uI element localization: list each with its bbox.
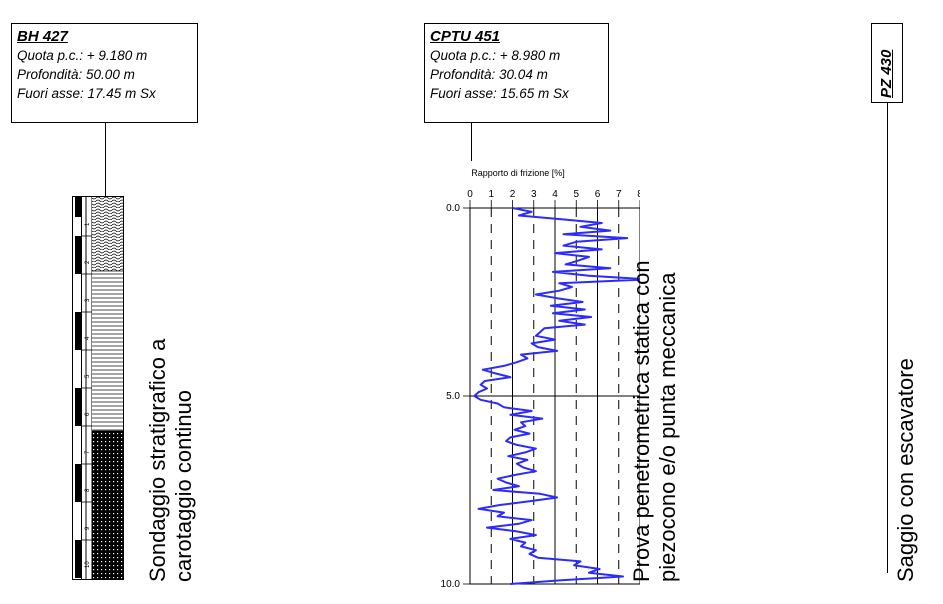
chart-plot-frame (469, 207, 640, 585)
bh-fuori-asse: Fuori asse: 17.45 m Sx (17, 86, 156, 101)
x-tick-label: 5 (573, 189, 579, 200)
cptu-info-box: CPTU 451 Quota p.c.: + 8.980 m Profondit… (424, 23, 609, 123)
x-tick-label: 3 (531, 189, 537, 200)
bh-depth-mark: 3 (85, 298, 91, 302)
y-tick-label: 0.0 (446, 203, 460, 214)
y-tick-label: 10.0 (441, 579, 461, 590)
bh-leader-line (105, 123, 106, 198)
x-tick-label: 0 (467, 189, 473, 200)
cptu-description: Prova penetrometrica statica con piezoco… (629, 260, 681, 582)
bh-depth-mark: 10 (85, 561, 91, 568)
bh-depth-mark: 8 (85, 488, 91, 492)
x-tick-label: 8 (637, 189, 640, 200)
pz-title: PZ 430 (878, 49, 895, 98)
cptu-fuori-asse: Fuori asse: 15.65 m Sx (430, 86, 569, 101)
bh-profondita: Profondità: 50.00 m (17, 67, 135, 82)
cptu-description-line2: piezocono e/o punta meccanica (655, 272, 680, 582)
cptu-leader-line (471, 123, 472, 161)
cptu-description-line1: Prova penetrometrica statica con (629, 260, 654, 582)
bh-title: BH 427 (17, 28, 68, 45)
cptu-quota: Quota p.c.: + 8.980 m (430, 48, 561, 63)
x-tick-label: 6 (595, 189, 601, 200)
bh-depth-mark: 1 (85, 222, 91, 226)
bh-info-box: BH 427 Quota p.c.: + 9.180 m Profondità:… (11, 23, 198, 123)
chart-title: Rapporto di frizione [%] (471, 168, 565, 178)
bh-depth-mark: 2 (85, 260, 91, 264)
cptu-friction-ratio-chart: Rapporto di frizione [%] 0 1 2 3 4 5 6 7 8 0.0 5.… (441, 168, 640, 590)
x-tick-label: 4 (552, 189, 558, 200)
bh-quota: Quota p.c.: + 9.180 m (17, 48, 148, 63)
bh-description-line2: carotaggio continuo (171, 389, 196, 582)
y-tick-label: 5.0 (446, 391, 460, 402)
cptu-title: CPTU 451 (430, 28, 501, 45)
bh-depth-mark: 6 (85, 412, 91, 416)
bh-stratigraphic-column: 1 2 3 4 5 6 7 8 9 10 (72, 196, 124, 580)
bh-depth-mark: 4 (85, 336, 91, 340)
x-tick-label: 1 (488, 189, 494, 200)
chart-series-line (473, 207, 640, 585)
pz-info-box: PZ 430 (871, 23, 903, 103)
x-tick-label: 2 (510, 189, 516, 200)
bh-depth-mark: 7 (85, 450, 91, 454)
pz-leader-line (887, 103, 888, 573)
bh-depth-mark: 9 (85, 526, 91, 530)
bh-description-line1: Sondaggio stratigrafico a (145, 338, 170, 582)
pz-description: Saggio con escavatore (893, 358, 918, 582)
cptu-profondita: Profondità: 30.04 m (430, 67, 548, 82)
bh-description: Sondaggio stratigrafico a carotaggio con… (145, 339, 197, 582)
x-tick-label: 7 (616, 189, 622, 200)
bh-depth-mark: 5 (85, 374, 91, 378)
